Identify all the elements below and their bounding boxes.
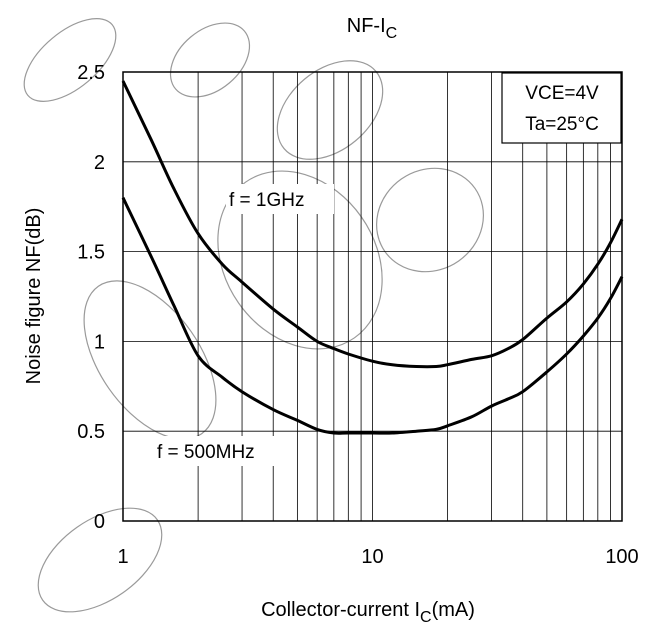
svg-text:f = 500MHz: f = 500MHz [157,442,255,463]
condition-ta: Ta=25°C [525,114,599,135]
x-tick-label: 10 [361,546,383,568]
y-tick-label: 2.5 [77,62,105,84]
watermark [23,18,485,613]
x-axis-label: Collector-current IC(mA) [261,599,475,626]
label-500mhz: f = 500MHz [152,436,292,466]
condition-vce: VCE=4V [525,83,599,104]
conditions-box: VCE=4V Ta=25°C [501,72,622,144]
x-tick-label: 100 [605,546,638,568]
y-tick-label: 2 [94,152,105,174]
y-tick-label: 1 [94,331,105,353]
x-tick-label: 1 [117,546,128,568]
series-line-500mhz [121,197,624,435]
grid [123,72,622,521]
x-tick-labels: 1 10 100 [117,546,638,568]
y-axis-label: Noise figure NF(dB) [23,208,45,385]
y-tick-label: 0 [94,511,105,533]
y-tick-label: 1.5 [77,242,105,264]
y-tick-label: 0.5 [77,421,105,443]
series-line-1ghz [121,80,624,369]
chart-title: NF-IC [347,15,397,42]
curves [121,80,624,435]
label-1ghz: f = 1GHz [226,184,334,214]
y-tick-labels: 0 0.5 1 1.5 2 2.5 [77,62,105,533]
svg-text:f = 1GHz: f = 1GHz [229,190,305,211]
